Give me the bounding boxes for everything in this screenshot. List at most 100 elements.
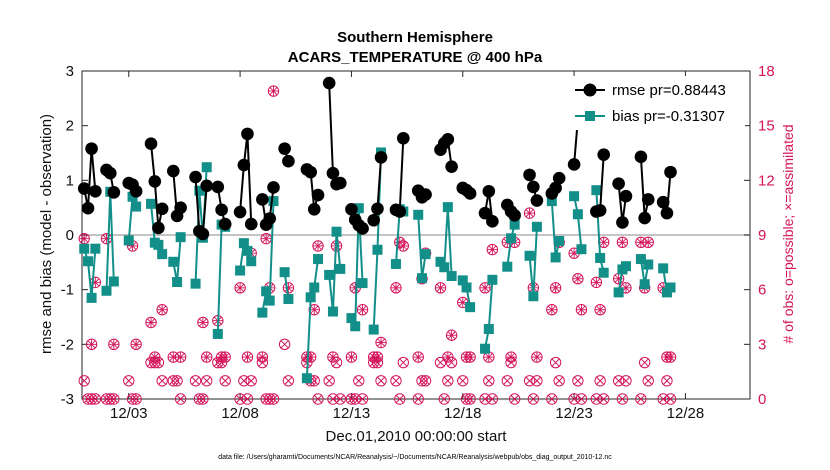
- bias-point: [502, 261, 513, 272]
- obs-possible-upper-marker: [397, 240, 410, 252]
- rmse-point: [311, 188, 325, 202]
- x-tick-label: 12/08: [221, 405, 259, 422]
- obs-cross-stroke: [83, 394, 93, 404]
- rmse-point: [612, 177, 625, 190]
- obs-circle-stroke: [486, 243, 499, 256]
- rmse-point: [393, 205, 407, 218]
- rmse-point: [508, 209, 521, 222]
- obs-possible-marker: [531, 375, 543, 387]
- obs-cross-stroke: [465, 394, 475, 404]
- obs-possible-marker: [523, 375, 536, 387]
- obs-possible-marker: [282, 375, 295, 387]
- obs-assimilated-marker: [666, 394, 675, 404]
- rmse-point: [530, 194, 544, 207]
- obs-assimilated-marker: [172, 376, 182, 386]
- obs-possible-upper-marker: [594, 304, 606, 316]
- bias-point: [172, 277, 183, 288]
- obs-possible-marker: [527, 393, 540, 405]
- obs-circle-stroke: [149, 351, 161, 363]
- obs-cross-stroke: [157, 376, 167, 386]
- rmse-point: [616, 216, 629, 229]
- obs-cross-stroke: [102, 394, 111, 404]
- obs-circle-stroke: [664, 351, 677, 363]
- bias-point: [79, 243, 90, 254]
- obs-assimilated-marker: [376, 376, 386, 386]
- bias-point: [446, 271, 457, 281]
- obs-cross-stroke: [621, 376, 631, 386]
- bias-series-line: [417, 214, 427, 279]
- rmse-point: [619, 189, 633, 203]
- obs-possible-upper-marker: [664, 351, 677, 363]
- rmse-point: [371, 202, 384, 216]
- obs-possible-upper-marker: [156, 304, 168, 316]
- obs-assimilated-marker: [154, 358, 163, 367]
- obs-assimilated-marker: [447, 358, 456, 367]
- bias-point: [346, 313, 357, 324]
- obs-cross-stroke: [484, 376, 494, 386]
- obs-possible-upper-marker: [464, 351, 476, 363]
- bias-point: [331, 226, 342, 237]
- obs-cross-stroke: [154, 358, 163, 367]
- obs-cross-stroke: [172, 376, 182, 386]
- rmse-point: [664, 165, 677, 179]
- obs-possible-marker: [479, 393, 491, 405]
- obs-possible-marker: [241, 393, 254, 405]
- rmse-point: [333, 176, 347, 190]
- obs-cross-stroke: [573, 376, 583, 386]
- obs-possible-upper-marker: [616, 236, 629, 248]
- obs-possible-marker: [323, 375, 335, 387]
- obs-assimilated-marker: [261, 394, 271, 404]
- obs-assimilated-marker: [443, 376, 453, 386]
- rmse-point: [356, 222, 369, 235]
- obs-assimilated-marker: [347, 394, 356, 404]
- obs-circle-stroke: [445, 329, 458, 341]
- obs-possible-upper-marker: [590, 276, 603, 289]
- rmse-point: [282, 154, 295, 168]
- obs-circle-stroke: [531, 351, 543, 363]
- y-tick-label: 2: [66, 118, 74, 135]
- rmse-point: [152, 221, 165, 235]
- obs-assimilated-marker: [332, 358, 341, 367]
- bias-point: [509, 219, 520, 230]
- obs-cross-stroke: [666, 394, 675, 404]
- y-tick-label: 0: [66, 227, 74, 244]
- obs-cross-stroke: [551, 358, 560, 367]
- obs-assimilated-marker: [328, 394, 338, 404]
- y-axis-label: rmse and bias (model - observation): [38, 114, 55, 354]
- obs-possible-marker: [590, 393, 603, 405]
- obs-cross-stroke: [243, 394, 252, 404]
- y-tick-label: -1: [61, 282, 74, 299]
- obs-possible-upper-marker: [575, 304, 588, 316]
- obs-circle-stroke: [145, 316, 157, 329]
- obs-cross-stroke: [528, 394, 538, 404]
- obs-assimilated-marker: [354, 376, 364, 386]
- rmse-point: [211, 180, 225, 194]
- obs-assimilated-marker: [157, 376, 167, 386]
- obs-cross-stroke: [269, 394, 278, 404]
- bias-point: [457, 275, 468, 286]
- obs-possible-marker: [638, 356, 651, 369]
- rmse-point: [81, 201, 95, 215]
- obs-circle-stroke: [108, 338, 120, 351]
- rmse-point: [144, 137, 158, 151]
- obs-circle-stroke: [464, 351, 476, 363]
- obs-possible-upper-marker: [434, 282, 447, 294]
- obs-cross-stroke: [413, 394, 423, 404]
- bias-point: [157, 249, 168, 260]
- bias-series-line: [305, 258, 320, 379]
- obs-assimilated-marker: [269, 394, 278, 404]
- obs-assimilated-marker: [265, 394, 275, 404]
- obs-circle-stroke: [308, 304, 320, 316]
- rmse-point: [478, 206, 492, 220]
- bias-series-line: [484, 279, 494, 349]
- bias-point: [86, 292, 97, 303]
- obs-possible-upper-marker: [327, 351, 339, 363]
- obs-possible-marker: [568, 393, 580, 405]
- obs-possible-upper-marker: [241, 351, 254, 363]
- bias-point: [127, 191, 138, 202]
- obs-possible-marker: [664, 393, 677, 405]
- rmse-point: [200, 179, 213, 193]
- obs-cross-stroke: [176, 394, 185, 404]
- obs-cross-stroke: [332, 358, 341, 367]
- bias-point: [201, 162, 212, 173]
